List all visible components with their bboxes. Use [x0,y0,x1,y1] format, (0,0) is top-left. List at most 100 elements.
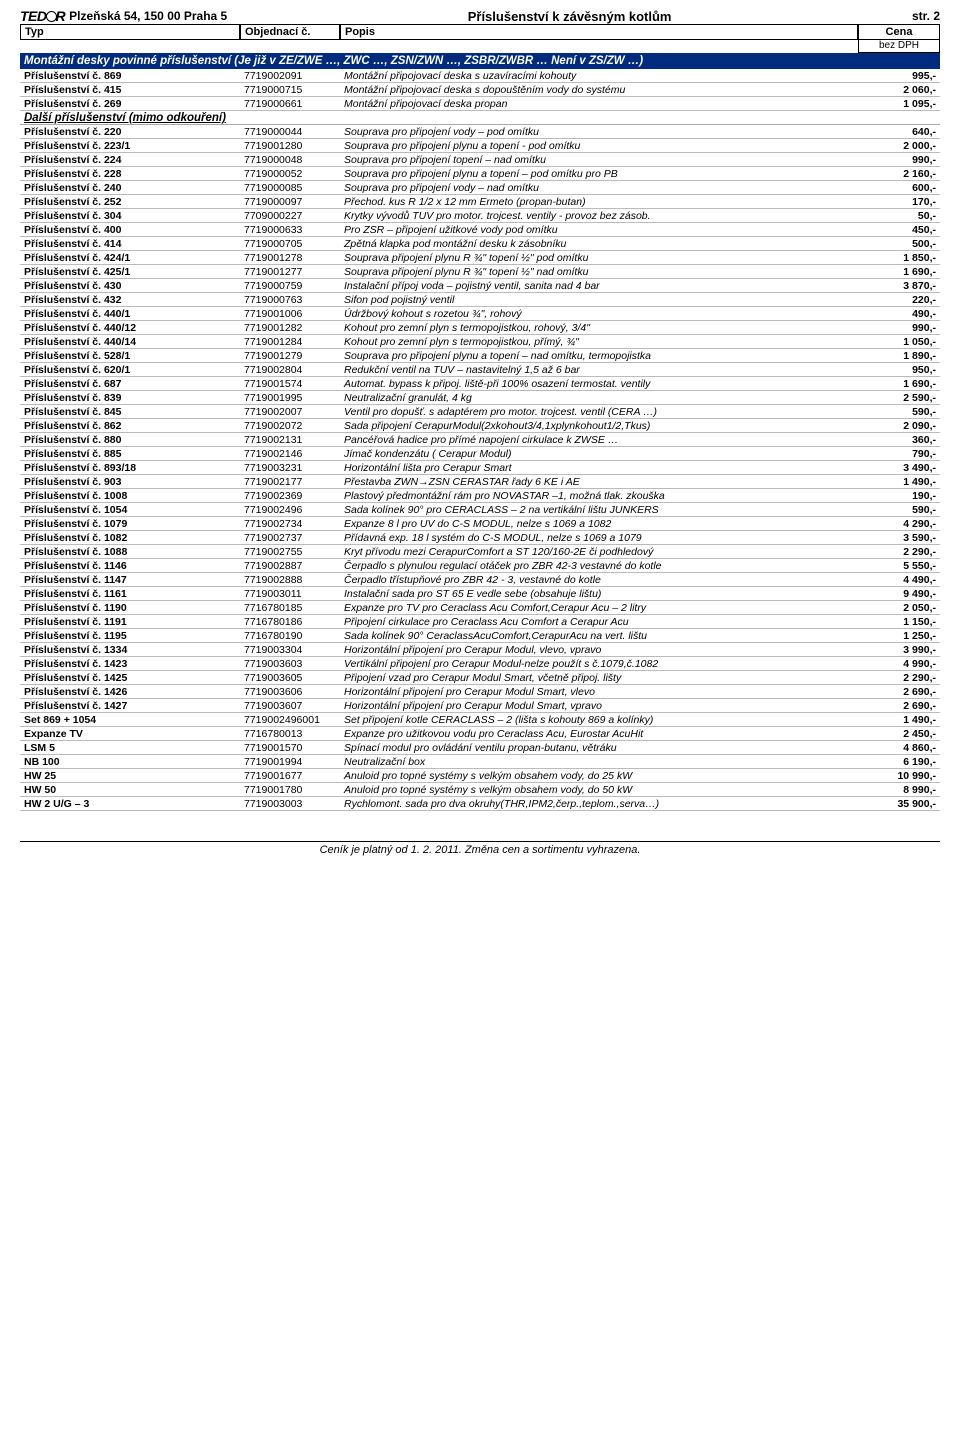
cell-popis: Horizontální lišta pro Cerapur Smart [340,461,858,475]
cell-typ: Příslušenství č. 415 [20,83,240,97]
cell-typ: Příslušenství č. 424/1 [20,251,240,265]
cell-typ: Příslušenství č. 228 [20,167,240,181]
cell-popis: Pancéřová hadice pro přímé napojení cirk… [340,433,858,447]
cell-obj: 7719000759 [240,279,340,293]
logo: TEDR [20,8,65,24]
cell-popis: Souprava pro připojení vody – pod omítku [340,125,858,139]
cell-typ: LSM 5 [20,741,240,755]
cell-cena: 10 990,- [858,769,940,783]
bez-dph-label: bez DPH [858,40,940,53]
cell-cena: 450,- [858,223,940,237]
cell-obj: 7719001277 [240,265,340,279]
cell-popis: Spínací modul pro ovládání ventilu propa… [340,741,858,755]
cell-typ: Příslušenství č. 687 [20,377,240,391]
cell-cena: 2 050,- [858,601,940,615]
cell-popis: Čerpadlo třístupňové pro ZBR 42 - 3, ves… [340,573,858,587]
cell-typ: Příslušenství č. 440/14 [20,335,240,349]
table-row: Příslušenství č. 11477719002888Čerpadlo … [20,573,940,587]
cell-popis: Expanze pro užitkovou vodu pro Ceraclass… [340,727,858,741]
cell-popis: Expanze 8 l pro UV do C-S MODUL, nelze s… [340,517,858,531]
cell-popis: Montážní připojovací deska propan [340,97,858,111]
cell-cena: 2 690,- [858,699,940,713]
table-row: Příslušenství č. 14237719003603Vertikáln… [20,657,940,671]
table-row: Příslušenství č. 11467719002887Čerpadlo … [20,559,940,573]
cell-typ: Příslušenství č. 304 [20,209,240,223]
table-row: Příslušenství č. 3047709000227Krytky výv… [20,209,940,223]
cell-typ: Příslušenství č. 252 [20,195,240,209]
table-row: Příslušenství č. 8807719002131Pancéřová … [20,433,940,447]
cell-cena: 590,- [858,503,940,517]
cell-popis: Montážní připojovací deska s uzavíracími… [340,69,858,83]
cell-cena: 2 690,- [858,685,940,699]
cell-popis: Sada kolínek 90° CeraclassAcuComfort,Cer… [340,629,858,643]
table-row: Příslušenství č. 440/147719001284Kohout … [20,335,940,349]
col-header-typ: Typ [20,25,240,40]
cell-popis: Jímač kondenzátu ( Cerapur Modul) [340,447,858,461]
cell-popis: Instalační přípoj voda – pojistný ventil… [340,279,858,293]
cell-popis: Horizontální připojení pro Cerapur Modul… [340,699,858,713]
cell-cena: 50,- [858,209,940,223]
cell-popis: Plastový předmontážní rám pro NOVASTAR –… [340,489,858,503]
cell-typ: Příslušenství č. 1425 [20,671,240,685]
cell-cena: 1 050,- [858,335,940,349]
cell-typ: Příslušenství č. 432 [20,293,240,307]
cell-popis: Krytky vývodů TUV pro motor. trojcest. v… [340,209,858,223]
cell-cena: 1 095,- [858,97,940,111]
cell-obj: 7719003011 [240,587,340,601]
cell-typ: Expanze TV [20,727,240,741]
cell-cena: 2 060,- [858,83,940,97]
cell-cena: 1 490,- [858,713,940,727]
cell-typ: Příslušenství č. 1161 [20,587,240,601]
cell-popis: Souprava pro připojení plynu a topení – … [340,349,858,363]
cell-typ: Příslušenství č. 1146 [20,559,240,573]
cell-popis: Souprava pro připojení vody – nad omítku [340,181,858,195]
table-row: Příslušenství č. 893/187719003231Horizon… [20,461,940,475]
table-row: Příslušenství č. 2407719000085Souprava p… [20,181,940,195]
cell-typ: Příslušenství č. 269 [20,97,240,111]
table-row: Expanze TV7716780013Expanze pro užitkovo… [20,727,940,741]
table-row: Příslušenství č. 620/17719002804Redukční… [20,363,940,377]
cell-obj: 7719001278 [240,251,340,265]
cell-typ: Příslušenství č. 1427 [20,699,240,713]
cell-obj: 7719000661 [240,97,340,111]
cell-typ: Příslušenství č. 220 [20,125,240,139]
cell-popis: Přestavba ZWN→ZSN CERASTAR řady 6 KE i A… [340,475,858,489]
table-row: Příslušenství č. 10887719002755Kryt přív… [20,545,940,559]
cell-obj: 7719000085 [240,181,340,195]
cell-cena: 490,- [858,307,940,321]
cell-obj: 7716780186 [240,615,340,629]
table-row: Příslušenství č. 14267719003606Horizontá… [20,685,940,699]
sub-header-row: bez DPH [20,40,940,53]
cell-obj: 7719000044 [240,125,340,139]
cell-popis: Pro ZSR – připojení užitkové vody pod om… [340,223,858,237]
cell-obj: 7719003603 [240,657,340,671]
cell-obj: 7719003607 [240,699,340,713]
cell-typ: Příslušenství č. 240 [20,181,240,195]
cell-cena: 950,- [858,363,940,377]
cell-popis: Sada připojení CerapurModul(2xkohout3/4,… [340,419,858,433]
cell-cena: 1 690,- [858,265,940,279]
table-row: Příslušenství č. 425/17719001277Souprava… [20,265,940,279]
col-header-obj: Objednací č. [240,25,340,40]
table-row: HW 507719001780Anuloid pro topné systémy… [20,783,940,797]
logo-ring-icon [46,11,57,22]
cell-obj: 7709000227 [240,209,340,223]
cell-typ: Příslušenství č. 1334 [20,643,240,657]
table-row: Příslušenství č. 11917716780186Připojení… [20,615,940,629]
table-row: Příslušenství č. 4007719000633Pro ZSR – … [20,223,940,237]
cell-cena: 190,- [858,489,940,503]
cell-cena: 220,- [858,293,940,307]
cell-popis: Instalační sada pro ST 65 E vedle sebe (… [340,587,858,601]
cell-obj: 7719002091 [240,69,340,83]
column-headers: Typ Objednací č. Popis Cena [20,25,940,40]
table-row: Příslušenství č. 8397719001995Neutraliza… [20,391,940,405]
cell-cena: 3 870,- [858,279,940,293]
cell-cena: 4 990,- [858,657,940,671]
cell-popis: Vertikální připojení pro Cerapur Modul-n… [340,657,858,671]
table-row: Příslušenství č. 2287719000052Souprava p… [20,167,940,181]
cell-obj: 7719003003 [240,797,340,811]
cell-typ: Příslušenství č. 1195 [20,629,240,643]
cell-typ: HW 50 [20,783,240,797]
cell-obj: 7719000715 [240,83,340,97]
cell-cena: 640,- [858,125,940,139]
